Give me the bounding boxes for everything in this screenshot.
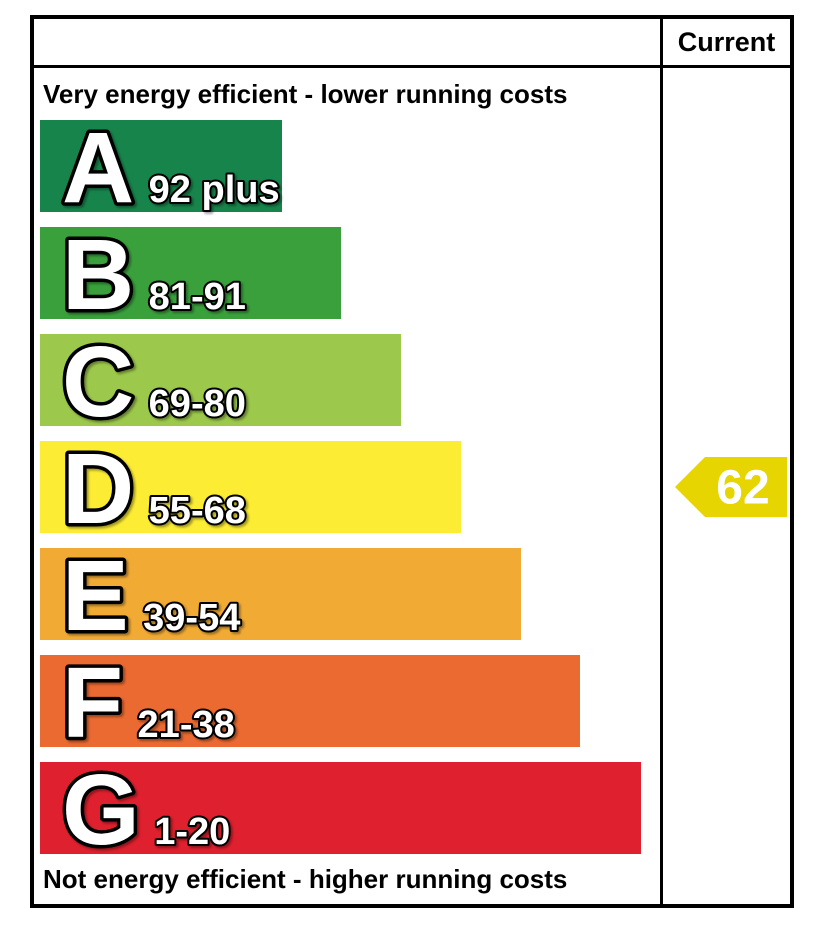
band-row-f: F 21-38 — [40, 644, 580, 763]
header-empty-cell — [34, 19, 660, 65]
band-letter: F — [62, 647, 123, 759]
svg-text:B 81-91: B 81-91 — [62, 219, 246, 331]
band-row-e: E 39-54 — [40, 537, 521, 656]
band-row-g: G 1-20 — [40, 751, 641, 870]
svg-text:C 69-80: C 69-80 — [62, 326, 246, 438]
table-body: Very energy efficient - lower running co… — [34, 68, 790, 904]
band-row-a: A 92 plus — [40, 109, 282, 228]
band-letter: B — [62, 219, 134, 331]
band-range: 55-68 — [149, 490, 246, 532]
band-range: 81-91 — [149, 276, 246, 318]
top-caption: Very energy efficient - lower running co… — [43, 78, 568, 109]
svg-text:F 21-38: F 21-38 — [62, 647, 235, 759]
current-value-column: 62 — [660, 68, 790, 904]
band-label-group: C 69-80 — [59, 323, 248, 442]
band-letter: E — [62, 540, 129, 652]
band-letter: A — [62, 112, 134, 224]
epc-rating-table: Current Very energy efficient - lower ru… — [30, 15, 794, 908]
band-letter: D — [62, 433, 134, 545]
band-label-group: D 55-68 — [59, 430, 248, 549]
band-range: 69-80 — [149, 383, 246, 425]
current-arrow-shape — [675, 457, 787, 517]
table-header-row: Current — [34, 19, 790, 68]
svg-text:E 39-54: E 39-54 — [62, 540, 240, 652]
bottom-caption: Not energy efficient - higher running co… — [43, 863, 568, 894]
band-range: 39-54 — [143, 597, 240, 639]
band-label-group: E 39-54 — [59, 537, 243, 656]
band-letter: G — [62, 754, 140, 866]
band-letter: C — [62, 326, 134, 438]
bands: A 92 plus B 81-91 C 69-80 D 55-68 — [34, 109, 660, 870]
current-arrow: 62 — [675, 457, 787, 517]
svg-text:A 92 plus: A 92 plus — [62, 112, 280, 224]
band-label-group: B 81-91 — [59, 216, 248, 335]
band-row-c: C 69-80 — [40, 323, 401, 442]
band-range: 21-38 — [138, 704, 235, 746]
svg-text:D 55-68: D 55-68 — [62, 433, 246, 545]
band-label-group: G 1-20 — [59, 751, 233, 870]
band-range: 1-20 — [154, 811, 230, 853]
band-range: 92 plus — [149, 169, 280, 211]
band-row-b: B 81-91 — [40, 216, 341, 335]
current-value: 62 — [716, 462, 769, 515]
rating-scale-column: Very energy efficient - lower running co… — [34, 68, 660, 904]
svg-text:G 1-20: G 1-20 — [62, 754, 230, 866]
band-label-group: A 92 plus — [59, 109, 282, 228]
current-column-header: Current — [660, 19, 790, 65]
band-label-group: F 21-38 — [59, 644, 237, 763]
band-row-d: D 55-68 — [40, 430, 461, 549]
